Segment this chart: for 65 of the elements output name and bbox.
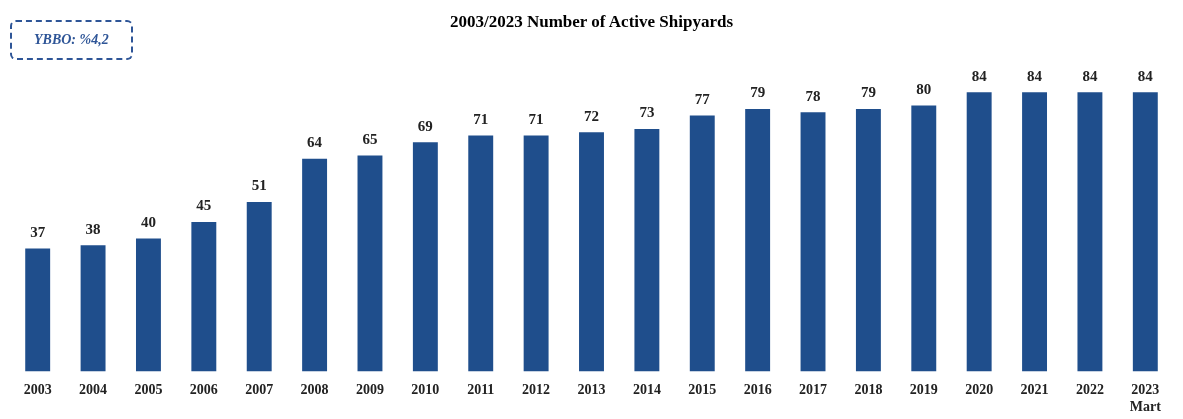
bar: [246, 201, 272, 372]
x-tick-label: 2019: [909, 382, 938, 398]
x-tick-label: 2017: [799, 382, 828, 398]
data-label: 37: [30, 223, 46, 240]
x-tick-label: 2009: [355, 382, 384, 398]
x-tick-label: 2021: [1020, 382, 1049, 398]
data-label: 80: [916, 81, 932, 97]
x-tick-label: 2018: [854, 382, 883, 398]
bar: [357, 155, 383, 372]
bar: [302, 158, 328, 372]
bar: [191, 221, 217, 372]
bar: [855, 108, 881, 372]
bar: [634, 128, 660, 372]
bar: [412, 142, 438, 372]
chart-title: 2003/2023 Number of Active Shipyards: [449, 11, 734, 31]
x-tick-label: 2023 Mart: [1129, 382, 1162, 415]
x-tick-label: 2020: [965, 382, 994, 398]
data-label: 78: [805, 87, 821, 104]
x-tick-label: 2003: [23, 382, 52, 398]
x-tick-label: 2015: [688, 382, 717, 398]
x-tick-label: 2012: [522, 382, 551, 398]
bar: [523, 135, 549, 372]
bar: [1077, 92, 1103, 372]
data-label: 71: [473, 110, 489, 127]
bar: [468, 135, 494, 372]
bar: [911, 105, 937, 372]
data-label: 40: [140, 213, 156, 230]
data-label: 84: [1082, 67, 1098, 84]
x-tick-label: 2005: [134, 382, 163, 398]
x-tick-label: 2007: [245, 382, 274, 398]
bar: [800, 112, 826, 372]
x-tick-label: 2010: [411, 382, 440, 398]
data-label: 77: [694, 90, 711, 107]
data-label: 84: [1137, 67, 1154, 84]
bar: [745, 108, 771, 372]
bar: [689, 115, 715, 372]
bar: [579, 132, 604, 372]
x-tick-label: 2016: [743, 382, 772, 398]
bar: [1132, 92, 1158, 372]
text: YBBO: %4,2: [10, 20, 133, 60]
bar: [1022, 92, 1048, 372]
x-tick-label: 2013: [577, 382, 606, 398]
data-label: 65: [362, 130, 378, 147]
x-tick-label: 2022: [1075, 382, 1104, 398]
bar: [135, 238, 161, 372]
bar: [80, 245, 106, 372]
x-tick-label: 2006: [189, 382, 218, 398]
data-label: 71: [528, 110, 544, 127]
x-tick-label: 2014: [632, 382, 661, 398]
x-tick-label: 2004: [79, 382, 108, 398]
bar: [966, 92, 992, 372]
data-label: 45: [196, 197, 212, 214]
data-label: 72: [584, 107, 599, 124]
x-tick-label: 2008: [300, 382, 329, 398]
data-label: 79: [750, 84, 766, 101]
bar: [25, 248, 51, 372]
data-label: 51: [251, 177, 267, 194]
data-label: 84: [1027, 67, 1043, 84]
data-label: 64: [307, 134, 323, 151]
data-label: 38: [85, 220, 101, 237]
data-label: 73: [639, 104, 655, 121]
x-tick-label: 2011: [467, 382, 495, 398]
data-label: 84: [971, 67, 988, 84]
data-label: 79: [860, 84, 876, 101]
data-label: 69: [417, 117, 433, 134]
